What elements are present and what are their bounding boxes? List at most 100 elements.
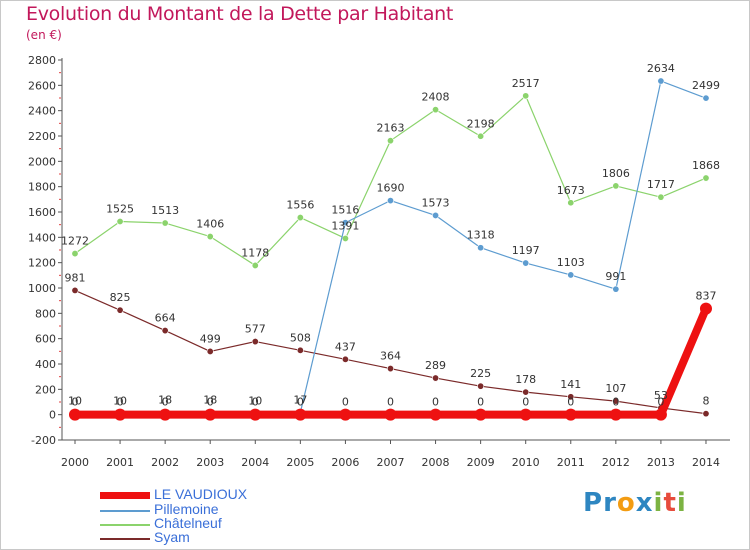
- data-point: [386, 365, 394, 373]
- logo-letter: i: [653, 488, 664, 518]
- x-tick-label: 2002: [151, 456, 179, 469]
- data-point: [294, 408, 307, 421]
- data-point: [249, 408, 262, 421]
- legend-label-syam: Syam: [154, 529, 190, 545]
- data-label: 141: [560, 378, 581, 391]
- data-point: [159, 408, 172, 421]
- data-point: [612, 182, 620, 190]
- data-point: [251, 338, 259, 346]
- legend-label-le-vaudioux: LE VAUDIOUX: [154, 486, 248, 502]
- data-point: [296, 214, 304, 222]
- data-point: [564, 408, 577, 421]
- data-label: 1717: [647, 178, 675, 191]
- x-tick-label: 2013: [647, 456, 675, 469]
- data-label: 825: [110, 291, 131, 304]
- data-label: 0: [567, 396, 574, 409]
- y-tick-label: 1400: [28, 231, 56, 244]
- data-label: 2634: [647, 62, 675, 75]
- x-tick-label: 2014: [692, 456, 720, 469]
- data-label: 437: [335, 340, 356, 353]
- data-point: [432, 106, 440, 114]
- y-tick-label: 200: [35, 383, 56, 396]
- legend-swatch-chatelneuf: [100, 524, 150, 526]
- data-label: 1318: [467, 229, 495, 242]
- data-label: 1573: [422, 196, 450, 209]
- data-point: [71, 250, 79, 258]
- data-label: 1556: [286, 199, 314, 212]
- data-label: 225: [470, 367, 491, 380]
- data-point: [204, 408, 217, 421]
- x-tick-label: 2003: [196, 456, 224, 469]
- data-point: [116, 306, 124, 314]
- data-point: [522, 92, 530, 100]
- data-label: 0: [117, 396, 124, 409]
- x-tick-label: 2010: [512, 456, 540, 469]
- data-point: [386, 137, 394, 145]
- data-label: 1272: [61, 235, 89, 248]
- data-label: 0: [612, 396, 619, 409]
- x-tick-label: 2004: [241, 456, 269, 469]
- data-point: [699, 302, 712, 315]
- data-point: [702, 94, 710, 102]
- data-label: 2499: [692, 79, 720, 92]
- data-label: 178: [515, 373, 536, 386]
- legend-label-pillemoine: Pillemoine: [154, 501, 219, 517]
- y-tick-label: 400: [35, 358, 56, 371]
- legend-swatch-le-vaudioux: [100, 492, 150, 499]
- data-point: [206, 233, 214, 241]
- data-label: 1525: [106, 203, 134, 216]
- data-point: [522, 388, 530, 396]
- data-label: 1673: [557, 184, 585, 197]
- data-label: 18: [158, 393, 172, 406]
- data-point: [296, 346, 304, 354]
- data-label: 1868: [692, 159, 720, 172]
- data-label: 0: [207, 396, 214, 409]
- legend-label-chatelneuf: Châtelneuf: [154, 515, 222, 531]
- chart-unit-label: (en €): [26, 28, 62, 42]
- x-tick-label: 2000: [61, 456, 89, 469]
- data-label: 0: [387, 396, 394, 409]
- data-label: 17: [293, 394, 307, 407]
- data-label: 1513: [151, 204, 179, 217]
- data-label: 107: [605, 382, 626, 395]
- y-tick-label: 2600: [28, 79, 56, 92]
- data-label: 2198: [467, 117, 495, 130]
- y-tick-label: 0: [49, 409, 56, 422]
- data-point: [477, 382, 485, 390]
- y-tick-label: 600: [35, 333, 56, 346]
- data-point: [657, 77, 665, 85]
- data-label: 0: [342, 396, 349, 409]
- data-label: 1103: [557, 256, 585, 269]
- x-tick-label: 2001: [106, 456, 134, 469]
- data-label: 1178: [241, 246, 269, 259]
- x-tick-label: 2006: [331, 456, 359, 469]
- data-label: 10: [68, 394, 82, 407]
- data-label: 289: [425, 359, 446, 372]
- data-point: [114, 408, 127, 421]
- data-label: 1406: [196, 218, 224, 231]
- x-tick-label: 2005: [286, 456, 314, 469]
- proxiti-logo: Proxiti: [583, 488, 687, 518]
- data-label: 364: [380, 350, 401, 363]
- data-label: 577: [245, 323, 266, 336]
- data-label: 991: [605, 270, 626, 283]
- data-point: [251, 261, 259, 269]
- y-tick-label: 2200: [28, 130, 56, 143]
- data-label: 0: [72, 396, 79, 409]
- data-label: 2408: [422, 91, 450, 104]
- data-point: [206, 347, 214, 355]
- data-label: 499: [200, 332, 221, 345]
- data-point: [477, 132, 485, 140]
- legend-swatch-syam: [100, 538, 150, 540]
- data-label: 10: [113, 394, 127, 407]
- y-tick-label: 1600: [28, 206, 56, 219]
- y-tick-label: 800: [35, 307, 56, 320]
- data-point: [69, 408, 81, 421]
- chart-title: Evolution du Montant de la Dette par Hab…: [26, 3, 454, 25]
- data-label: 0: [522, 396, 529, 409]
- data-point: [522, 259, 530, 267]
- logo-letter: r: [603, 488, 617, 518]
- data-label: 2163: [376, 122, 404, 135]
